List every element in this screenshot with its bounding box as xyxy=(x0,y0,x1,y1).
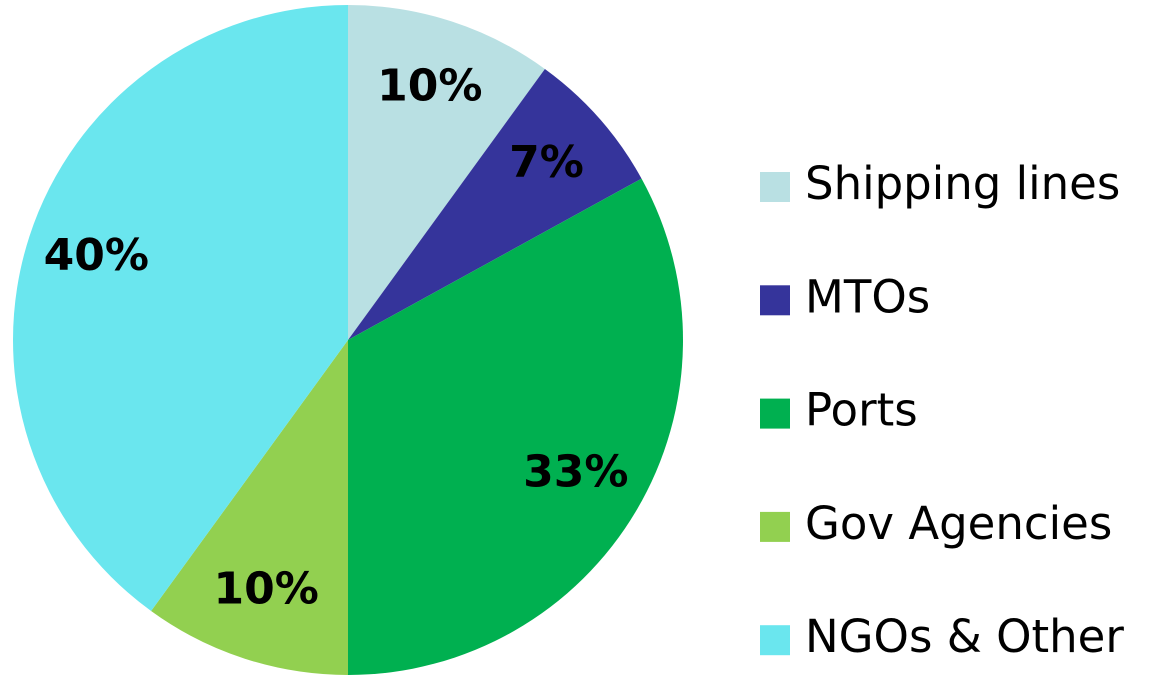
pie-slice xyxy=(348,68,642,340)
legend-swatch xyxy=(760,511,790,542)
legend-label: Shipping lines xyxy=(805,157,1120,210)
legend-swatch xyxy=(760,172,790,202)
legend-label: Gov Agencies xyxy=(805,497,1112,550)
data-label: 7% xyxy=(509,137,584,188)
data-label: 10% xyxy=(377,60,482,111)
data-label: 40% xyxy=(44,230,149,281)
pie-slice xyxy=(12,5,348,612)
pie-slice xyxy=(348,178,684,675)
legend-swatch xyxy=(760,398,790,429)
data-label: 33% xyxy=(523,447,628,498)
legend-label: Ports xyxy=(805,384,918,437)
pie-slice xyxy=(151,340,348,675)
legend-swatch xyxy=(760,285,790,316)
pie-slice xyxy=(348,5,545,340)
legend-swatch xyxy=(760,625,790,656)
data-label: 10% xyxy=(214,564,319,615)
legend-label: MTOs xyxy=(805,270,930,323)
legend-label: NGOs & Other xyxy=(805,610,1124,663)
